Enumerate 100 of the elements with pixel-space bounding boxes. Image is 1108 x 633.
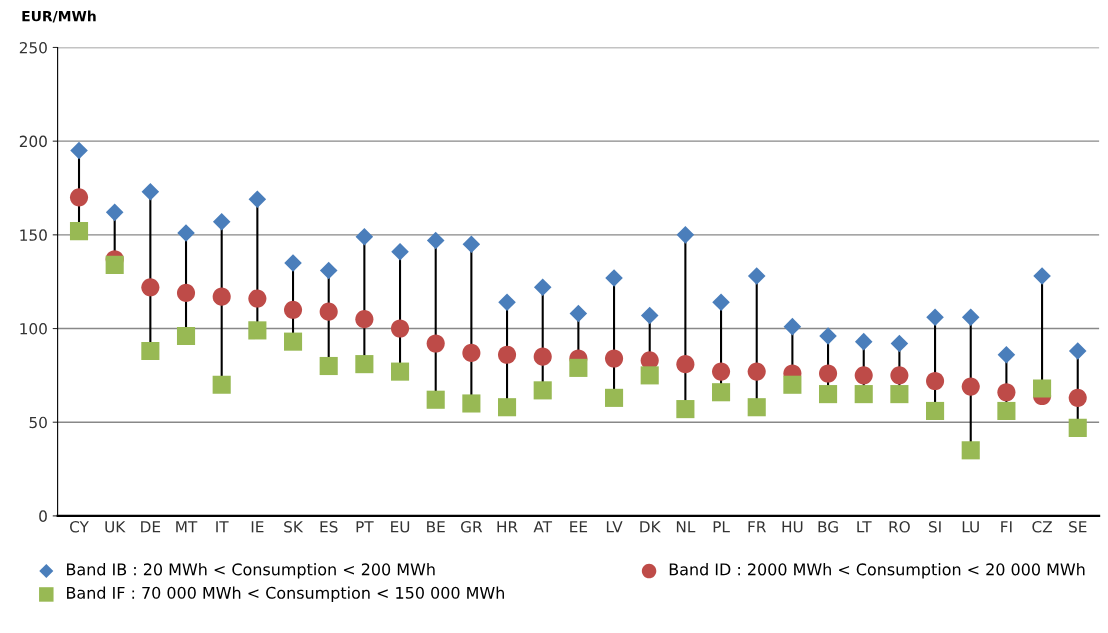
point [105,255,124,274]
point [1068,342,1087,360]
point [819,385,838,404]
point [283,332,303,351]
point [105,203,124,222]
x-tick-label: BE [427,521,445,533]
point [248,321,267,340]
point [1068,418,1087,437]
point [533,278,552,297]
point [961,308,980,327]
point [712,293,730,312]
point [319,261,338,280]
point [676,226,695,244]
x-tick-label: LT [857,521,872,533]
point [747,398,766,417]
point [176,326,196,346]
point [212,212,231,231]
legend-label: Band IB : 20 MWh < Consumption < 200 MWh [67,563,435,579]
point [69,188,89,207]
point [212,375,231,394]
x-tick-label: GR [461,521,483,533]
x-tick-label: IT [216,521,229,533]
x-tick-label: FI [1001,521,1012,533]
point [177,224,195,242]
point [997,345,1016,364]
x-tick-label: HU [782,521,803,533]
x-tick-label: MT [176,521,198,533]
x-tick-label: ES [320,521,338,533]
point [391,242,409,261]
legend-label: Band ID : 2000 MWh < Consumption < 20 000 MWh [669,563,1085,579]
point [890,366,909,385]
point [462,394,481,413]
point [676,355,695,374]
point [926,308,944,327]
point [712,383,731,402]
point [355,227,374,246]
x-tick-label: RO [889,521,910,533]
point [569,304,588,323]
legend-label: Band IF : 70 000 MWh < Consumption < 150 000 MWh [67,586,504,602]
x-tick-label: AT [533,521,553,533]
point [355,355,374,374]
point [141,278,160,297]
point [283,300,303,319]
x-tick-label: LV [606,521,623,533]
point [997,401,1016,421]
point [1068,388,1087,407]
point [426,390,445,409]
point [533,347,552,366]
x-tick-label: LU [962,521,979,533]
x-tick-label: EU [391,521,410,533]
x-tick-label: DE [141,521,161,533]
point [890,334,909,353]
x-tick-label: PL [713,521,730,533]
x-tick-label: CZ [1032,521,1052,533]
point [819,327,837,345]
y-axis-title: EUR/MWh [22,10,96,23]
point [747,267,766,285]
point [854,385,873,404]
x-tick-label: HR [497,521,518,533]
x-tick-label: PT [356,521,374,533]
point [141,341,160,361]
point [961,441,980,460]
x-tick-label: BG [818,521,838,533]
x-tick-label: IE [251,521,264,533]
point [926,401,945,421]
point [462,343,481,362]
point [961,377,980,396]
point [1033,379,1052,398]
point [462,235,481,253]
y-tick-label: 150 [20,229,47,241]
point [640,306,659,325]
x-tick-label: DK [640,521,661,533]
x-tick-label: NL [676,521,696,533]
point [141,182,160,201]
y-tick-label: 0 [39,510,47,522]
point [604,388,624,407]
point [319,302,338,321]
point [819,364,838,383]
point [605,269,623,287]
point [69,222,89,241]
point [604,349,624,368]
point [747,362,766,381]
y-tick-label: 50 [29,416,47,429]
point [355,310,374,329]
point [248,190,267,209]
point [319,356,338,376]
y-tick-label: 100 [20,322,47,335]
point [997,383,1016,402]
point [212,287,231,306]
x-tick-label: CY [70,521,89,533]
point [426,334,445,353]
point [569,358,588,377]
point [783,317,802,336]
point [783,375,802,394]
x-tick-label: SI [928,521,941,533]
point [640,366,659,385]
point [390,362,410,381]
point [248,289,267,308]
x-tick-label: FR [748,521,766,533]
x-tick-label: UK [105,521,126,533]
